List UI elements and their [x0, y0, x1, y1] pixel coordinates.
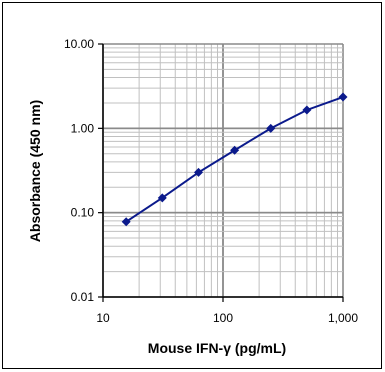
- y-tick-label: 0.10: [71, 206, 95, 220]
- x-tick-label: 100: [213, 311, 233, 325]
- y-axis-title: Absorbance (450 nm): [27, 100, 43, 242]
- data-point: [266, 123, 276, 133]
- y-tick-label: 1.00: [71, 121, 95, 135]
- x-tick-label: 10: [96, 311, 110, 325]
- y-tick-labels: 0.01 0.10 1.00 10.00: [64, 37, 94, 304]
- data-point: [302, 105, 312, 115]
- chart-frame: [2, 2, 382, 369]
- data-point: [194, 167, 204, 177]
- axes: [98, 43, 344, 302]
- x-tick-labels: 10 100 1,000: [96, 311, 358, 325]
- data-points: [121, 92, 348, 227]
- data-point: [338, 92, 348, 102]
- x-tick-label: 1,000: [328, 311, 358, 325]
- y-tick-label: 10.00: [64, 37, 94, 51]
- data-point: [230, 145, 240, 155]
- x-axis-title: Mouse IFN-γ (pg/mL): [148, 340, 286, 356]
- grid: [102, 43, 344, 298]
- data-point: [121, 217, 131, 227]
- data-point: [157, 193, 167, 203]
- y-tick-label: 0.01: [71, 290, 95, 304]
